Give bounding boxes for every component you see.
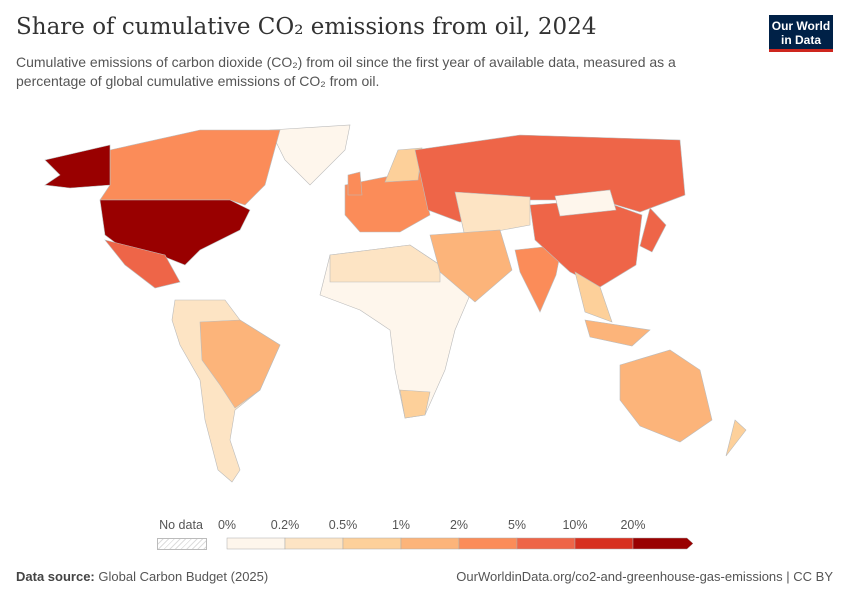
subtitle: Cumulative emissions of carbon dioxide (… xyxy=(16,54,676,89)
country-scandinavia[interactable]: Scandinavia xyxy=(384,147,423,183)
data-source-label: Data source: xyxy=(16,569,95,584)
country-north-africa[interactable]: North Africa xyxy=(329,244,441,283)
country-canada[interactable]: Canada xyxy=(99,129,281,206)
legend-bin-label: 1% xyxy=(391,518,411,532)
legend-color-bar xyxy=(226,537,694,550)
legend-bin-swatch[interactable] xyxy=(342,537,402,550)
country-alaska-united-states[interactable]: Alaska (United States) xyxy=(44,144,111,189)
legend-bin-label: 10% xyxy=(562,518,588,532)
legend-bin-swatch[interactable] xyxy=(632,537,694,550)
page-title: Share of cumulative CO₂ emissions from o… xyxy=(16,14,597,40)
owid-logo[interactable]: Our World in Data xyxy=(769,15,833,52)
country-mongolia[interactable]: Mongolia xyxy=(554,189,617,217)
legend-bin-label: 0.5% xyxy=(328,518,358,532)
country-indonesia[interactable]: Indonesia xyxy=(584,319,651,347)
country-middle-east[interactable]: Middle East xyxy=(429,229,513,303)
legend-bin-label: 2% xyxy=(449,518,469,532)
legend-bin-label: 0.2% xyxy=(270,518,300,532)
country-new-zealand[interactable]: New Zealand xyxy=(725,419,747,457)
data-source: Data source: Global Carbon Budget (2025) xyxy=(16,569,268,584)
country-brazil[interactable]: Brazil xyxy=(199,319,281,409)
legend-bin-label: 5% xyxy=(507,518,527,532)
country-kazakhstan[interactable]: Kazakhstan xyxy=(454,191,531,238)
country-southeast-asia[interactable]: Southeast Asia xyxy=(574,271,613,323)
legend-no-data-label: No data xyxy=(159,518,203,532)
legend-bin-label: 0% xyxy=(217,518,237,532)
country-south-africa[interactable]: South Africa xyxy=(399,389,431,419)
legend-bin-label: 20% xyxy=(620,518,646,532)
country-united-kingdom[interactable]: United Kingdom xyxy=(347,171,363,196)
country-japan[interactable]: Japan xyxy=(639,207,667,253)
legend-bin-swatch[interactable] xyxy=(226,537,286,550)
legend-bin-swatch[interactable] xyxy=(458,537,518,550)
legend-bin-swatch[interactable] xyxy=(516,537,576,550)
world-map[interactable]: GreenlandCanadaAlaska (United States) Uni… xyxy=(0,110,850,510)
legend-no-data-swatch xyxy=(157,538,207,550)
country-greenland[interactable]: Greenland xyxy=(269,124,351,186)
country-australia[interactable]: Australia xyxy=(619,349,713,443)
legend-bin-swatch[interactable] xyxy=(574,537,634,550)
data-source-value[interactable]: Global Carbon Budget (2025) xyxy=(98,569,269,584)
footer-url[interactable]: OurWorldinData.org/co2-and-greenhouse-ga… xyxy=(456,569,833,584)
legend-bin-swatch[interactable] xyxy=(284,537,344,550)
legend-bin-swatch[interactable] xyxy=(400,537,460,550)
country-mexico[interactable]: Mexico xyxy=(104,239,181,289)
